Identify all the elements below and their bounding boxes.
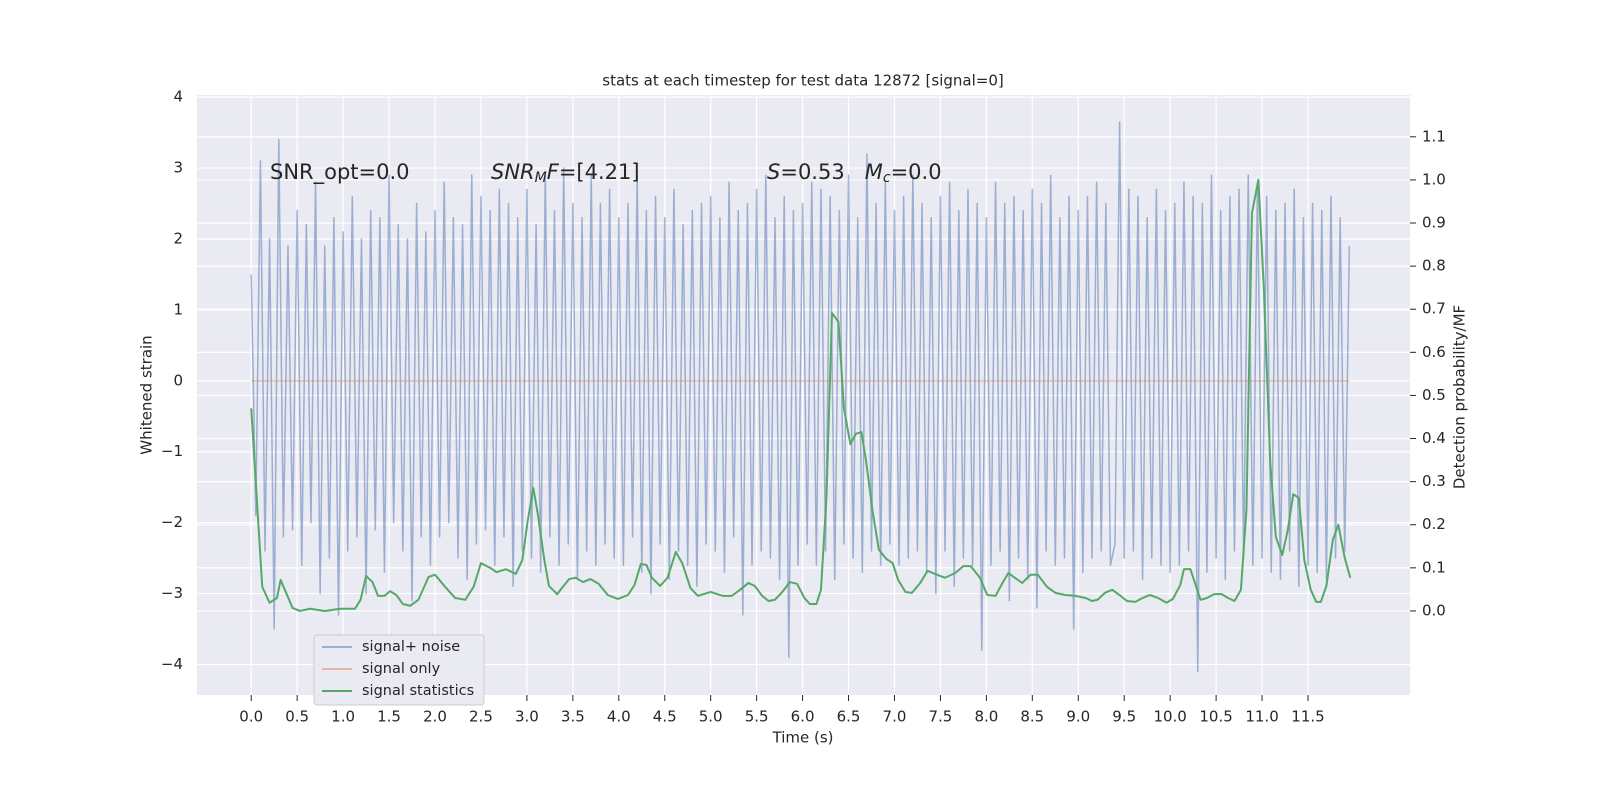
x-tick-label: 7.5 <box>928 708 952 726</box>
legend-label: signal statistics <box>362 683 474 699</box>
x-tick-label: 3.5 <box>561 708 585 726</box>
series-line <box>250 178 1352 612</box>
x-tick-label: 11.5 <box>1291 708 1324 726</box>
x-tick-label: 6.0 <box>791 708 815 726</box>
x-tick-label: 9.0 <box>1066 708 1090 726</box>
x-tick-label: 5.5 <box>745 708 769 726</box>
y-tick-label: −4 <box>161 655 183 673</box>
y2-tick-label: 0.9 <box>1422 214 1446 232</box>
annotation-part: c <box>883 170 891 186</box>
x-tick-label: 4.0 <box>607 708 631 726</box>
x-tick-label: 2.0 <box>423 708 447 726</box>
y-tick-label: 3 <box>173 159 183 177</box>
y2-tick-label: 0.7 <box>1422 300 1446 318</box>
y2-tick-label: 0.0 <box>1422 601 1446 619</box>
x-tick-label: 8.5 <box>1020 708 1044 726</box>
annotation: S=0.53 Mc=0.0 <box>767 160 942 186</box>
legend: signal+ noise signal only signal statistic… <box>313 634 485 706</box>
series-line <box>250 121 1351 673</box>
y-tick-label: 0 <box>173 371 183 389</box>
y-tick-label: −1 <box>161 442 183 460</box>
x-tick-label: 5.0 <box>699 708 723 726</box>
y2-tick-label: 0.3 <box>1422 472 1446 490</box>
annotation-part: SNR <box>491 160 535 184</box>
annotation-part: M <box>535 170 547 186</box>
y2-tick-label: 0.8 <box>1422 257 1446 275</box>
x-tick-label: 10.5 <box>1199 708 1232 726</box>
x-tick-label: 0.0 <box>239 708 263 726</box>
annotation: SNRMF=[4.21] <box>491 160 640 186</box>
x-tick-label: 1.5 <box>377 708 401 726</box>
y2-axis-label: Detection probability/MF <box>1451 305 1469 489</box>
x-tick-label: 9.5 <box>1112 708 1136 726</box>
legend-label: signal+ noise <box>362 639 460 655</box>
annotation-part: F <box>547 160 560 184</box>
y-tick-label: 4 <box>173 88 183 106</box>
annotation-part: SNR_opt=0.0 <box>270 160 410 185</box>
x-tick-label: 10.0 <box>1153 708 1186 726</box>
y-tick-label: −2 <box>161 513 183 531</box>
x-axis-label: Time (s) <box>772 729 834 747</box>
annotation-part: =0.0 <box>891 160 942 184</box>
x-tick-label: 2.5 <box>469 708 493 726</box>
y2-tick-label: 1.0 <box>1422 170 1446 188</box>
annotation: SNR_opt=0.0 <box>270 160 410 185</box>
annotation-part: S <box>767 160 780 184</box>
y2-tick-label: 0.1 <box>1422 558 1446 576</box>
x-tick-label: 7.0 <box>883 708 907 726</box>
y2-tick-label: 0.6 <box>1422 343 1446 361</box>
legend-label: signal only <box>362 661 441 677</box>
y-tick-label: 2 <box>173 229 183 247</box>
y2-tick-label: 0.2 <box>1422 515 1446 533</box>
legend-box <box>313 634 485 706</box>
annotation-part: =[4.21] <box>559 160 640 184</box>
x-tick-label: 6.5 <box>837 708 861 726</box>
chart-title: stats at each timestep for test data 128… <box>602 72 1003 90</box>
y-axis-label: Whitened strain <box>138 335 156 454</box>
y2-tick-label: 0.5 <box>1422 386 1446 404</box>
annotation-part: M <box>865 160 883 184</box>
x-tick-label: 1.0 <box>331 708 355 726</box>
x-tick-label: 3.0 <box>515 708 539 726</box>
y-tick-label: 1 <box>173 300 183 318</box>
y2-tick-label: 1.1 <box>1422 127 1446 145</box>
annotation-part: =0.53 <box>780 160 864 184</box>
x-tick-label: 8.0 <box>974 708 998 726</box>
x-tick-label: 0.5 <box>285 708 309 726</box>
y2-tick-label: 0.4 <box>1422 429 1446 447</box>
x-tick-label: 11.0 <box>1245 708 1278 726</box>
y-tick-label: −3 <box>161 584 183 602</box>
x-tick-label: 4.5 <box>653 708 677 726</box>
